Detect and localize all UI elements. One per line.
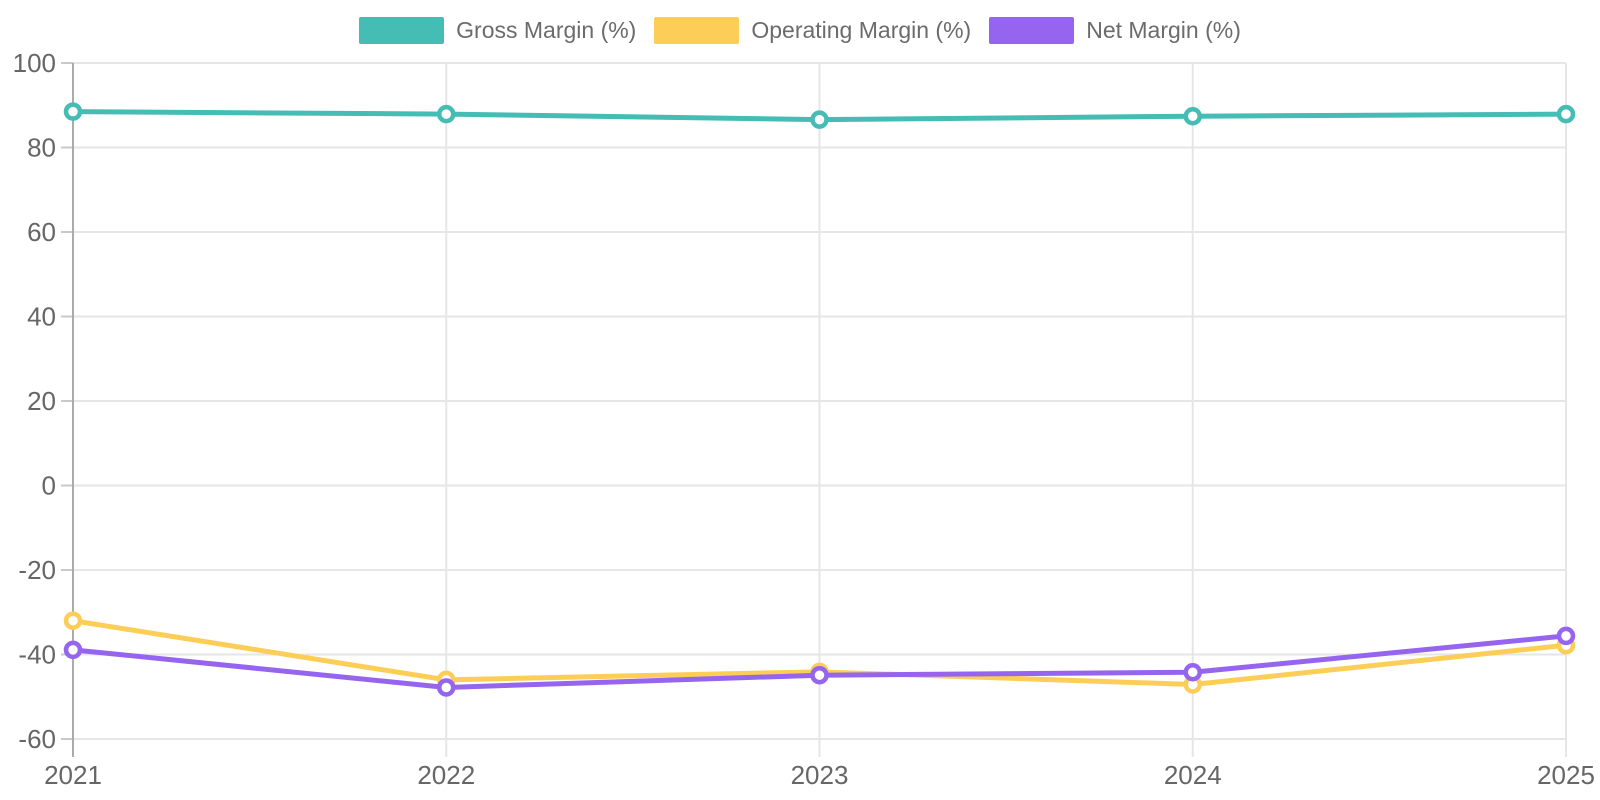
x-tick-label: 2022: [417, 760, 475, 790]
legend-label-gross-margin: Gross Margin (%): [456, 17, 637, 43]
legend-item-operating-margin[interactable]: Operating Margin (%): [654, 17, 971, 44]
data-point[interactable]: [63, 611, 83, 630]
data-point[interactable]: [1556, 104, 1576, 124]
data-point[interactable]: [63, 102, 83, 121]
y-tick-label: -60: [18, 724, 56, 754]
x-tick-label: 2025: [1537, 760, 1595, 790]
y-tick-label: 0: [42, 471, 56, 501]
legend-swatch-net-margin: [989, 17, 1075, 44]
data-point[interactable]: [1556, 626, 1576, 646]
data-point[interactable]: [1183, 662, 1202, 682]
data-point[interactable]: [810, 665, 829, 685]
legend-swatch-gross-margin: [359, 17, 445, 44]
y-tick-label: 40: [27, 302, 56, 332]
y-tick-label: -40: [18, 640, 56, 670]
y-tick-label: 100: [13, 48, 56, 78]
y-tick-label: 80: [27, 133, 56, 163]
y-tick-label: -20: [18, 555, 56, 585]
data-point[interactable]: [810, 110, 829, 129]
legend-swatch-operating-margin: [654, 17, 740, 44]
data-point[interactable]: [437, 104, 456, 124]
x-tick-label: 2024: [1164, 760, 1222, 790]
chart-legend: Gross Margin (%) Operating Margin (%) Ne…: [0, 17, 1600, 44]
legend-item-gross-margin[interactable]: Gross Margin (%): [359, 17, 636, 44]
data-point[interactable]: [63, 640, 83, 660]
data-point[interactable]: [437, 678, 456, 697]
legend-item-net-margin[interactable]: Net Margin (%): [989, 17, 1241, 44]
x-tick-label: 2023: [791, 760, 849, 790]
legend-label-net-margin: Net Margin (%): [1086, 17, 1241, 43]
data-point[interactable]: [1183, 106, 1202, 126]
y-tick-label: 20: [27, 386, 56, 416]
x-tick-label: 2021: [44, 760, 102, 790]
y-tick-label: 60: [27, 217, 56, 247]
legend-label-operating-margin: Operating Margin (%): [751, 17, 972, 43]
